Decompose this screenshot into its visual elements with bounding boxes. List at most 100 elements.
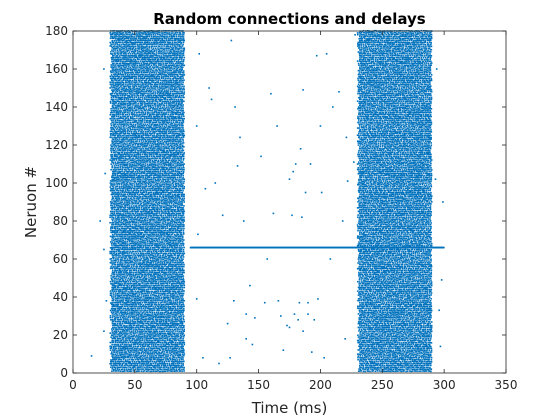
spike-dot (165, 259, 168, 262)
spike-dot (179, 273, 181, 276)
spike-dot (140, 178, 142, 181)
spike-dot (154, 286, 157, 289)
spike-dot (173, 271, 176, 274)
spike-dot (169, 182, 171, 184)
spike-dot (115, 281, 117, 283)
spike-dot (130, 333, 132, 336)
spike-dot (168, 212, 170, 214)
spike-dot (160, 280, 163, 283)
spike-dot (145, 347, 148, 350)
spike-dot (120, 220, 123, 222)
spike-dot (175, 267, 178, 270)
spike-dot (136, 358, 138, 361)
spike-dot (146, 345, 149, 348)
spike-dot (139, 343, 142, 346)
spike-dot (165, 303, 168, 306)
spike-dot (170, 214, 172, 217)
spike-dot (169, 330, 171, 333)
spike-dot (177, 296, 180, 298)
spike-dot (143, 309, 145, 311)
spike-dot (180, 319, 183, 321)
spike-dot (161, 349, 164, 351)
spike-dot (164, 201, 166, 203)
spike-dot (178, 206, 181, 209)
spike-dot (129, 278, 132, 281)
spike-dot (149, 286, 152, 289)
spike-dot (141, 193, 144, 196)
spike-dot (150, 305, 152, 308)
spike-dot (174, 328, 177, 330)
spike-dot (110, 278, 113, 281)
spike-dot (143, 182, 146, 184)
spike-dot (162, 336, 164, 338)
spike-dot (164, 197, 166, 200)
spike-dot (146, 176, 149, 179)
spike-dot (176, 233, 178, 236)
spike-dot (114, 341, 117, 344)
spike-dot (162, 224, 165, 226)
spike-dot (171, 295, 173, 298)
spike-dot (182, 345, 184, 348)
spike-dot (128, 227, 131, 230)
spike-dot (138, 176, 141, 179)
spike-dot (177, 356, 180, 359)
spike-dot (178, 224, 180, 226)
spike-dot (129, 275, 131, 277)
spike-dot (136, 297, 139, 300)
spike-dot (164, 305, 166, 308)
spike-dot (133, 237, 135, 240)
spike-dot (121, 298, 123, 300)
spike-dot (165, 307, 167, 310)
spike-dot (180, 202, 182, 205)
spike-dot (110, 319, 112, 321)
spike-dot (146, 307, 149, 310)
spike-dot (164, 244, 166, 247)
spike-dot (134, 349, 136, 352)
spike-dot (136, 185, 139, 188)
spike-dot (171, 258, 174, 260)
spike-dot (171, 332, 174, 334)
spike-dot (164, 225, 167, 228)
spike-dot (162, 296, 165, 298)
spike-dot (160, 355, 163, 357)
spike-dot (155, 225, 157, 228)
spike-dot (117, 242, 120, 245)
spike-dot (180, 201, 182, 203)
spike-dot (116, 263, 119, 266)
spike-dot (137, 262, 139, 264)
spike-dot (113, 319, 115, 321)
spike-dot (159, 288, 162, 291)
spike-dot (118, 279, 120, 281)
spike-dot (178, 174, 181, 177)
spike-dot (171, 239, 174, 241)
spike-dot (111, 280, 114, 283)
spike-dot (116, 218, 118, 220)
spike-dot (172, 277, 175, 279)
spike-dot (154, 237, 156, 240)
spike-dot (121, 241, 123, 243)
spike-dot (161, 180, 163, 182)
spike-dot (170, 302, 173, 304)
spike-dot (154, 296, 156, 298)
spike-dot (129, 294, 132, 296)
spike-dot (118, 205, 121, 207)
spike-dot (117, 200, 119, 203)
spike-dot (160, 189, 163, 192)
spike-dot (146, 241, 149, 243)
spike-dot (172, 200, 175, 203)
spike-dot (177, 252, 180, 254)
spike-dot (112, 285, 115, 287)
spike-dot (151, 364, 154, 367)
spike-dot (159, 193, 161, 196)
spike-dot (166, 297, 169, 300)
spike-dot (123, 209, 126, 211)
spike-dot (122, 203, 125, 205)
spike-dot (139, 341, 142, 344)
spike-dot (171, 191, 173, 194)
spike-dot (155, 362, 157, 365)
spike-dot (136, 366, 139, 369)
spike-dot (155, 243, 158, 245)
spike-dot (113, 368, 115, 371)
spike-dot (137, 187, 140, 190)
spike-dot (127, 320, 130, 323)
